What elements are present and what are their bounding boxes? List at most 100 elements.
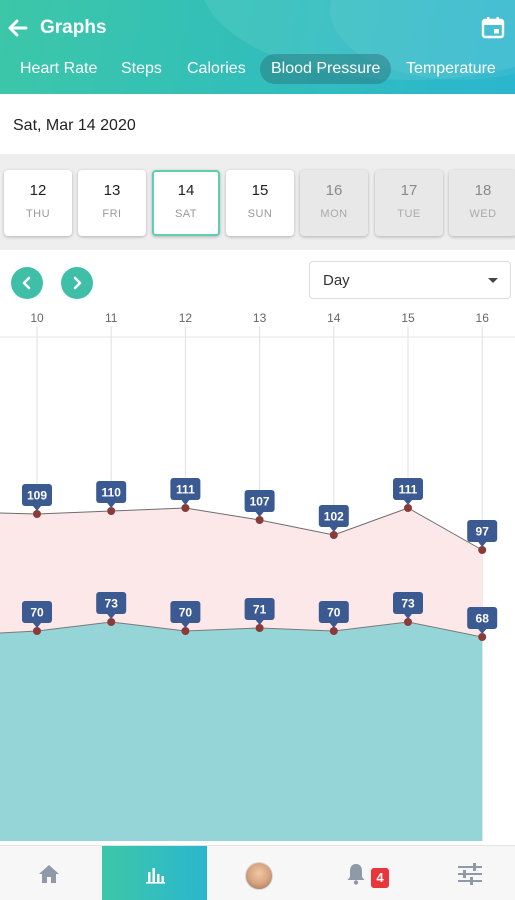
- day-card-selected[interactable]: 14 SAT: [152, 170, 220, 236]
- next-button[interactable]: [61, 267, 93, 299]
- day-number: 16: [325, 182, 343, 199]
- x-tick-label: 15: [401, 311, 415, 325]
- diastolic-label-pointer: [107, 614, 116, 619]
- x-tick-label: 11: [105, 311, 118, 325]
- range-select-value: Day: [323, 272, 350, 289]
- avatar[interactable]: [245, 862, 273, 890]
- systolic-point: [33, 510, 41, 518]
- tab-heart-rate[interactable]: Heart Rate: [20, 60, 98, 77]
- systolic-point: [181, 504, 190, 512]
- sliders-icon: [458, 863, 482, 885]
- day-card[interactable]: 15 SUN: [226, 170, 294, 236]
- diastolic-point: [255, 624, 264, 632]
- chart-svg: 109 110 111 107 102 111 97 70 73 70 71 70 73 68 10 11 1…: [0, 311, 515, 841]
- systolic-value-text: 97: [476, 525, 490, 539]
- systolic-value-label: 110: [96, 481, 127, 508]
- systolic-point: [478, 546, 487, 554]
- diastolic-label-box: [170, 601, 201, 623]
- systolic-value-text: 102: [324, 510, 344, 524]
- nav-settings[interactable]: [415, 846, 515, 900]
- diastolic-label-pointer: [478, 629, 487, 634]
- systolic-value-label: 111: [170, 478, 201, 505]
- diastolic-point: [404, 618, 412, 626]
- systolic-label-box: [170, 478, 201, 500]
- diastolic-value-label: 73: [393, 592, 423, 619]
- bottom-navigation: 4: [0, 845, 515, 900]
- diastolic-value-text: 70: [30, 606, 44, 620]
- nav-home[interactable]: [0, 846, 102, 900]
- day-card-future[interactable]: 18 WED: [449, 170, 515, 236]
- tab-temperature[interactable]: Temperature: [406, 60, 496, 77]
- systolic-label-box: [393, 478, 423, 500]
- systolic-label-pointer: [478, 542, 487, 547]
- home-icon: [39, 865, 59, 883]
- diastolic-point: [181, 627, 190, 635]
- diastolic-value-text: 73: [401, 597, 415, 611]
- diastolic-label-pointer: [181, 623, 190, 628]
- diastolic-line: [0, 621, 483, 638]
- metric-tabs: Heart Rate Steps Calories Blood Pressure…: [0, 54, 515, 86]
- caret-down-icon: [488, 278, 498, 283]
- day-name: SUN: [247, 208, 273, 220]
- day-card[interactable]: 12 THU: [4, 170, 72, 236]
- systolic-label-box: [244, 490, 275, 512]
- tab-steps[interactable]: Steps: [121, 60, 162, 77]
- systolic-value-label: 97: [467, 520, 498, 547]
- day-name: WED: [469, 208, 497, 220]
- day-number: 17: [400, 182, 418, 199]
- diastolic-value-label: 68: [467, 607, 498, 634]
- diastolic-value-label: 70: [318, 601, 349, 628]
- systolic-value-label: 109: [22, 484, 52, 511]
- page-title: Graphs: [40, 17, 107, 38]
- blood-pressure-chart: 109 110 111 107 102 111 97 70 73 70 71 70 73 68 10 11 1…: [0, 300, 515, 845]
- day-card-future[interactable]: 16 MON: [300, 170, 368, 236]
- nav-notifications[interactable]: [312, 846, 415, 900]
- diastolic-label-box: [318, 601, 349, 623]
- day-card-future[interactable]: 17 TUE: [375, 170, 443, 236]
- systolic-value-label: 102: [318, 505, 349, 532]
- diastolic-value-text: 71: [253, 603, 267, 617]
- x-tick-label: 10: [30, 311, 44, 325]
- diastolic-label-pointer: [329, 623, 338, 628]
- systolic-value-text: 109: [27, 489, 47, 503]
- systolic-label-pointer: [181, 500, 190, 505]
- notification-badge: 4: [371, 868, 389, 888]
- diastolic-label-pointer: [33, 623, 41, 628]
- previous-button[interactable]: [11, 267, 43, 299]
- day-strip: 12 THU 13 FRI 14 SAT 15 SUN 16 MON 17 TU…: [0, 154, 515, 250]
- systolic-line: [0, 507, 483, 551]
- day-name: FRI: [102, 208, 122, 220]
- bar-chart-icon: [146, 868, 165, 884]
- systolic-point: [329, 531, 338, 539]
- systolic-label-pointer: [107, 503, 116, 508]
- nav-graphs[interactable]: [102, 846, 207, 900]
- systolic-label-pointer: [33, 506, 41, 511]
- systolic-value-text: 107: [250, 495, 270, 509]
- chevron-right-icon: [73, 276, 82, 290]
- systolic-area: [0, 508, 483, 637]
- diastolic-value-text: 73: [105, 597, 119, 611]
- tab-calories[interactable]: Calories: [187, 60, 246, 77]
- diastolic-value-text: 70: [327, 606, 341, 620]
- range-select[interactable]: Day: [309, 261, 511, 299]
- day-name: THU: [25, 208, 51, 220]
- systolic-label-box: [96, 481, 127, 503]
- day-card[interactable]: 13 FRI: [78, 170, 146, 236]
- systolic-value-text: 111: [176, 483, 195, 497]
- systolic-label-box: [22, 484, 52, 506]
- systolic-value-text: 110: [102, 486, 122, 500]
- diastolic-value-label: 70: [22, 601, 52, 628]
- diastolic-label-box: [96, 592, 127, 614]
- day-number: 13: [103, 182, 121, 199]
- tab-blood-pressure[interactable]: Blood Pressure: [260, 54, 392, 84]
- systolic-value-text: 111: [399, 483, 418, 497]
- day-number: 14: [177, 182, 195, 199]
- day-number: 15: [251, 182, 269, 199]
- diastolic-point: [329, 627, 338, 635]
- selected-date: Sat, Mar 14 2020: [13, 117, 136, 134]
- systolic-point: [107, 507, 116, 515]
- calendar-icon[interactable]: [481, 16, 505, 40]
- back-arrow-icon[interactable]: [4, 14, 32, 42]
- diastolic-label-box: [22, 601, 52, 623]
